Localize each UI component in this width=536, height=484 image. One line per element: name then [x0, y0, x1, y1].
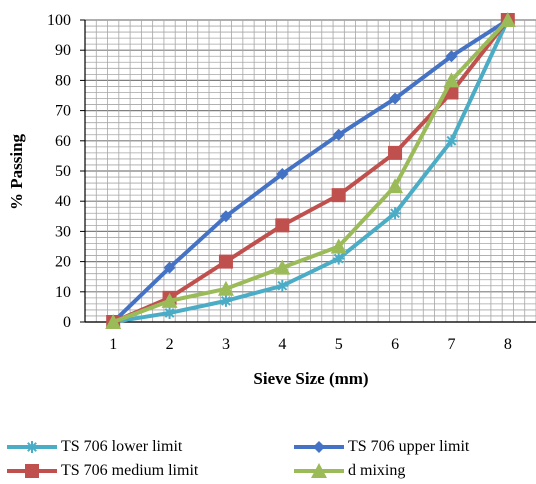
legend-item: TS 706 medium limit	[5, 459, 198, 483]
legend-label: TS 706 medium limit	[61, 462, 199, 479]
series-lines	[105, 12, 516, 329]
legend: TS 706 lower limit TS 706 upper limit TS 7…	[0, 430, 536, 484]
legend-swatch	[294, 441, 344, 453]
asterisk-stroke	[164, 308, 175, 318]
legend-label: TS 706 lower limit	[61, 438, 183, 455]
data-point-diamond	[219, 210, 232, 223]
data-point-square	[25, 464, 39, 478]
series-line	[111, 18, 509, 324]
data-point-square	[218, 254, 233, 269]
data-point-square	[388, 145, 403, 160]
data-point-triangle	[330, 238, 347, 254]
y-tick-label: 50	[55, 163, 71, 180]
data-point-triangle	[161, 292, 178, 308]
data-point-asterisk	[219, 294, 232, 307]
data-point-square	[331, 188, 346, 203]
legend-label: d mixing	[348, 462, 406, 479]
series-line	[112, 18, 510, 324]
data-point-asterisk	[445, 134, 458, 147]
data-point-triangle	[443, 72, 460, 88]
data-point-triangle	[105, 314, 122, 329]
legend-swatch	[7, 464, 57, 478]
asterisk-stroke	[27, 442, 37, 452]
data-point-triangle	[499, 12, 516, 27]
data-point-triangle	[311, 463, 327, 478]
data-point-diamond	[389, 92, 402, 105]
series-line	[112, 18, 510, 324]
x-tick-labels: 1 2 3 4 5 6 7 8	[109, 336, 512, 353]
asterisk-stroke	[446, 135, 457, 146]
asterisk-stroke	[390, 208, 400, 219]
data-point-triangle	[217, 280, 234, 296]
grid-lines	[84, 19, 536, 323]
data-point-diamond	[332, 128, 345, 141]
series-d-mixing	[105, 12, 516, 329]
legend-item: TS 706 upper limit	[292, 435, 469, 459]
data-point-asterisk	[276, 279, 289, 292]
x-tick-label: 8	[504, 336, 512, 353]
x-axis-label: Sieve Size (mm)	[253, 369, 368, 388]
y-tick-label: 100	[47, 12, 71, 29]
asterisk-stroke	[277, 280, 288, 291]
y-tick-label: 20	[55, 254, 71, 271]
x-tick-label: 4	[278, 336, 286, 353]
asterisk-stroke	[221, 295, 231, 306]
x-tick-label: 7	[447, 336, 455, 353]
data-point-asterisk	[163, 306, 176, 319]
data-point-diamond	[313, 441, 325, 453]
legend-label: TS 706 upper limit	[348, 438, 470, 455]
y-tick-label: 10	[55, 284, 71, 301]
line-chart: 0 10 20 30 40 50 60 70 80 90 100 1 2 3 4 5 6 7 8 % Passin…	[7, 12, 536, 388]
y-tick-label: 0	[63, 314, 71, 331]
y-tick-label: 70	[55, 103, 71, 120]
data-point-asterisk	[389, 207, 402, 220]
asterisk-stroke	[333, 253, 344, 264]
legend-item: TS 706 lower limit	[5, 435, 182, 459]
data-point-triangle	[387, 178, 404, 194]
y-tick-label: 80	[55, 72, 71, 89]
x-tick-label: 3	[222, 336, 230, 353]
x-tick-label: 1	[109, 336, 117, 353]
series-line	[112, 19, 510, 324]
y-tick-label: 90	[55, 42, 71, 59]
data-point-asterisk	[26, 441, 38, 453]
data-point-triangle	[274, 259, 291, 275]
series-ts-706-lower-limit	[107, 14, 514, 328]
x-tick-label: 5	[335, 336, 343, 353]
legend-swatch	[294, 463, 344, 478]
data-point-asterisk	[332, 252, 345, 265]
data-point-diamond	[445, 50, 458, 63]
y-tick-label: 60	[55, 133, 71, 150]
data-point-square	[275, 218, 290, 233]
data-point-diamond	[163, 261, 176, 274]
legend-swatch	[7, 441, 57, 453]
y-tick-label: 40	[55, 193, 71, 210]
y-tick-labels: 0 10 20 30 40 50 60 70 80 90 100	[47, 12, 71, 331]
data-point-diamond	[276, 168, 289, 181]
x-tick-label: 2	[166, 336, 174, 353]
y-tick-label: 30	[55, 223, 71, 240]
y-axis-label: % Passing	[7, 133, 26, 210]
axes	[80, 19, 536, 323]
x-tick-label: 6	[391, 336, 399, 353]
legend-item: d mixing	[292, 459, 405, 483]
